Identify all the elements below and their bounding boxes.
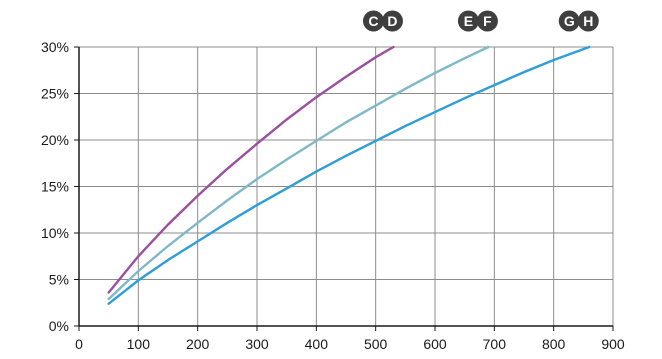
x-tick-label: 200	[186, 336, 210, 352]
series-badge-label: G	[564, 13, 575, 29]
x-tick-label: 600	[423, 336, 447, 352]
y-tick-label: 25%	[41, 86, 69, 102]
series-badge	[457, 10, 479, 32]
x-tick-label: 100	[127, 336, 151, 352]
series-badge	[362, 10, 384, 32]
x-tick-label: 700	[483, 336, 507, 352]
x-tick-label: 800	[542, 336, 566, 352]
x-tick-label: 0	[75, 336, 83, 352]
series-badge-label: C	[368, 13, 378, 29]
series-badge-label: F	[483, 13, 492, 29]
y-tick-label: 30%	[41, 39, 69, 55]
x-tick-label: 900	[601, 336, 625, 352]
x-tick-label: 500	[364, 336, 388, 352]
chart-series-layer	[107, 45, 591, 305]
x-axis-tick-labels: 0 100 200 300 400 500 600 700 800 900	[75, 336, 625, 352]
series-badge-label: E	[464, 13, 473, 29]
series-badge-label: H	[583, 13, 593, 29]
series-line	[107, 45, 490, 301]
y-tick-label: 10%	[41, 225, 69, 241]
chart-axes	[74, 46, 614, 331]
x-tick-label: 300	[245, 336, 269, 352]
series-badge	[381, 10, 403, 32]
y-tick-label: 5%	[49, 272, 69, 288]
y-axis-tick-labels: 0% 5% 10% 15% 20% 25% 30%	[41, 39, 69, 334]
series-badge-label: D	[387, 13, 397, 29]
series-badge	[476, 10, 498, 32]
y-tick-label: 20%	[41, 132, 69, 148]
x-tick-label: 400	[305, 336, 329, 352]
series-badge	[577, 10, 599, 32]
series-line	[107, 45, 395, 294]
series-line	[107, 45, 591, 305]
y-tick-label: 15%	[41, 179, 69, 195]
y-tick-label: 0%	[49, 318, 69, 334]
chart-grid	[79, 46, 614, 326]
series-badge	[558, 10, 580, 32]
